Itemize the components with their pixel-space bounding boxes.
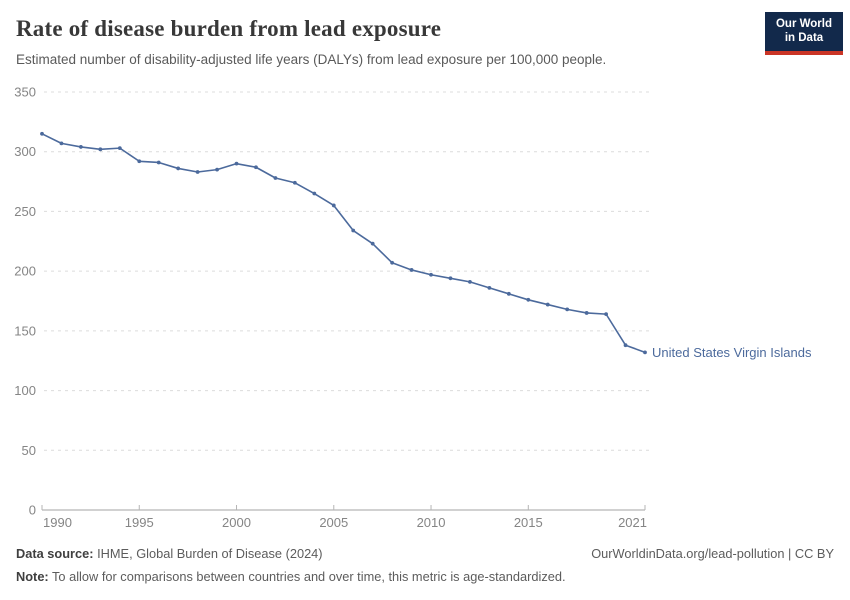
series-point[interactable] (273, 176, 278, 180)
series-point[interactable] (506, 291, 511, 296)
series-point[interactable] (234, 161, 239, 166)
footer-license-link[interactable]: OurWorldinData.org/lead-pollution | CC B… (591, 546, 834, 561)
series-point[interactable] (40, 131, 44, 136)
series-point[interactable] (409, 268, 414, 272)
series-point[interactable] (487, 285, 492, 290)
footer-source-row: Data source: IHME, Global Burden of Dise… (16, 546, 834, 561)
y-tick-label: 350 (14, 85, 36, 100)
series-point[interactable] (156, 160, 161, 165)
series-point[interactable] (98, 147, 103, 152)
owid-logo[interactable]: Our World in Data (765, 12, 843, 55)
series-point[interactable] (448, 276, 453, 281)
series-point[interactable] (526, 297, 531, 302)
data-source-text: Data source: IHME, Global Burden of Dise… (16, 546, 323, 561)
x-tick-label: 1990 (43, 515, 72, 530)
series-point[interactable] (623, 343, 628, 348)
chart-subtitle: Estimated number of disability-adjusted … (16, 52, 607, 67)
footer-note: Note: To allow for comparisons between c… (16, 569, 566, 584)
series-point[interactable] (643, 350, 647, 355)
series-point[interactable] (195, 170, 200, 174)
x-tick-label: 1995 (125, 515, 154, 530)
y-tick-label: 200 (14, 264, 36, 279)
series-point[interactable] (254, 165, 258, 170)
x-tick-label: 2000 (222, 515, 251, 530)
x-tick-label: 2021 (618, 515, 647, 530)
x-tick-label: 2005 (319, 515, 348, 530)
series-point[interactable] (59, 141, 64, 146)
series-line[interactable] (41, 132, 646, 354)
series-point[interactable] (429, 272, 433, 277)
y-tick-label: 100 (14, 383, 36, 398)
series-point[interactable] (390, 260, 395, 265)
y-tick-label: 50 (22, 443, 36, 458)
series-point[interactable] (79, 145, 83, 149)
page-title: Rate of disease burden from lead exposur… (16, 16, 442, 41)
owid-logo-line2: in Data (784, 31, 824, 44)
y-tick-label: 250 (14, 204, 36, 219)
series-point[interactable] (584, 311, 589, 315)
y-tick-label: 0 (29, 503, 36, 518)
owid-logo-line1: Our World (775, 18, 832, 30)
x-tick-label: 2010 (417, 515, 446, 530)
y-tick-label: 150 (14, 323, 36, 338)
series-point[interactable] (215, 167, 219, 172)
x-tick-label: 2015 (514, 515, 543, 530)
series-point[interactable] (468, 279, 472, 284)
series-point[interactable] (351, 228, 356, 233)
series-point[interactable] (292, 180, 297, 185)
line-chart-canvas[interactable]: 0 50 100 150 200 250 300 350 1990 1995 2000 2005 201… (0, 80, 850, 540)
series-point[interactable] (176, 166, 181, 171)
series-point[interactable] (312, 191, 317, 196)
y-tick-label: 300 (14, 144, 36, 159)
series-point[interactable] (331, 203, 336, 208)
series-point[interactable] (545, 302, 550, 307)
series-point[interactable] (117, 146, 122, 151)
series-point[interactable] (565, 307, 570, 312)
series-point[interactable] (137, 159, 142, 164)
series-point[interactable] (370, 241, 375, 246)
series-point[interactable] (604, 312, 608, 317)
series-end-label[interactable]: United States Virgin Islands (652, 345, 812, 360)
